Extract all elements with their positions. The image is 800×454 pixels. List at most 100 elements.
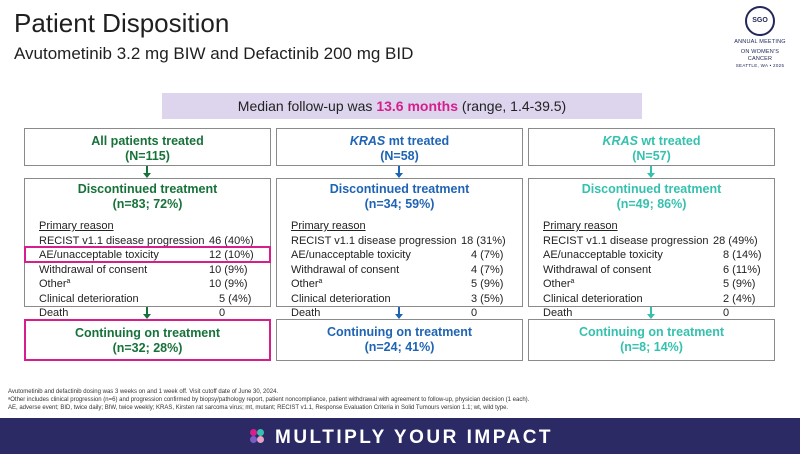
header-box: KRAS mt treated (N=58)	[276, 128, 523, 166]
header-box: All patients treated (N=115)	[24, 128, 271, 166]
followup-highlight: 13.6 months	[376, 98, 459, 114]
reason-row: RECIST v1.1 disease progression 18 (31%)	[291, 234, 516, 249]
reason-label: Clinical deterioration	[291, 292, 391, 305]
followup-banner: Median follow-up was 13.6 months (range,…	[162, 93, 642, 119]
reason-label: Other	[39, 278, 67, 290]
reason-label: Clinical deterioration	[543, 292, 643, 305]
reason-label: Withdrawal of consent	[39, 263, 148, 276]
reason-value: 0	[723, 307, 730, 319]
continuing-label: Continuing on treatment	[74, 326, 221, 340]
reason-label: RECIST v1.1 disease progression	[291, 234, 457, 247]
continuing-label: Continuing on treatment	[326, 325, 473, 339]
reason-value: 46 (40%)	[209, 234, 254, 247]
reason-row: AE/unacceptable toxicity 8 (14%)	[543, 248, 768, 263]
reason-row: Withdrawal of consent 6 (11%)	[543, 263, 768, 278]
reason-value: 18 (31%)	[461, 234, 506, 247]
column-n: (N=57)	[632, 149, 671, 163]
reason-row: AE/unacceptable toxicity 4 (7%)	[291, 248, 516, 263]
highlight-ae-row-frame	[24, 246, 271, 263]
logo-location: SEATTLE, WA • 2025	[735, 63, 785, 68]
reason-label: Withdrawal of consent	[291, 263, 400, 276]
reason-value: 4 (7%)	[471, 249, 504, 261]
reason-label: RECIST v1.1 disease progression	[39, 234, 205, 247]
column-kras-mt: KRAS mt treated (N=58) Discontinued trea…	[276, 128, 523, 361]
continuing-n: (n=8; 14%)	[620, 340, 683, 354]
reason-row: RECIST v1.1 disease progression 28 (49%)	[543, 234, 768, 249]
footnote-line: AE, adverse event; BID, twice daily; BIW…	[8, 405, 509, 411]
discontinued-label: Discontinued treatment	[77, 182, 218, 196]
column-n: (N=115)	[125, 149, 170, 163]
reason-value: 5 (9%)	[471, 278, 504, 290]
reason-value: 12 (10%)	[209, 249, 254, 261]
down-arrow-icon	[276, 166, 523, 178]
footnote-marker: a	[570, 278, 575, 285]
reason-label: AE/unacceptable toxicity	[39, 249, 159, 261]
reason-row: AE/unacceptable toxicity 12 (10%)	[39, 248, 264, 263]
reason-value: 28 (49%)	[713, 234, 758, 247]
discontinued-box: Discontinued treatment (n=49; 86%) Prima…	[528, 178, 775, 319]
reason-label: Death	[543, 307, 573, 319]
primary-reason-label: Primary reason	[543, 220, 618, 232]
discontinued-n: (n=34; 59%)	[364, 197, 435, 211]
reason-row: Death 0	[543, 306, 768, 321]
reason-value: 10 (9%)	[209, 263, 248, 276]
reason-label: AE/unacceptable toxicity	[543, 249, 663, 261]
sgo-logo: SGO ANNUAL MEETING ON WOMEN'S CANCER SEA…	[728, 6, 792, 68]
reason-label: Death	[39, 307, 69, 319]
reason-value: 5 (4%)	[219, 292, 252, 305]
reason-value: 2 (4%)	[723, 292, 756, 305]
continuing-label: Continuing on treatment	[578, 325, 725, 339]
continuing-box: Continuing on treatment (n=8; 14%)	[528, 319, 775, 361]
footer-banner: MULTIPLY YOUR IMPACT	[0, 418, 800, 454]
continuing-box: Continuing on treatment (n=32; 28%)	[24, 319, 271, 361]
discontinued-label: Discontinued treatment	[329, 182, 470, 196]
reason-row: Withdrawal of consent 10 (9%)	[39, 263, 264, 278]
reason-row: Othera 10 (9%)	[39, 277, 264, 292]
reason-label: Death	[291, 307, 321, 319]
reason-value: 0	[471, 307, 478, 319]
reason-label: Clinical deterioration	[39, 292, 139, 305]
discontinued-n: (n=49; 86%)	[616, 197, 687, 211]
discontinued-box: Discontinued treatment (n=34; 59%) Prima…	[276, 178, 523, 319]
followup-suffix: (range, 1.4-39.5)	[458, 98, 567, 114]
logo-line1: ANNUAL MEETING	[734, 39, 786, 45]
reason-row: Clinical deterioration 3 (5%)	[291, 292, 516, 307]
reason-row: Othera 5 (9%)	[291, 277, 516, 292]
page-subtitle: Avutometinib 3.2 mg BIW and Defactinib 2…	[14, 44, 414, 63]
column-title-prefix: KRAS	[349, 134, 386, 148]
down-arrow-icon	[276, 307, 523, 319]
down-arrow-icon	[24, 166, 271, 178]
primary-reason-label: Primary reason	[39, 220, 114, 232]
continuing-n: (n=24; 41%)	[364, 340, 435, 354]
reason-value: 10 (9%)	[209, 278, 248, 290]
down-arrow-icon	[528, 166, 775, 178]
reason-value: 8 (14%)	[723, 249, 762, 261]
column-title: All patients treated	[91, 134, 204, 148]
reason-label: Withdrawal of consent	[543, 263, 652, 276]
discontinued-box: Discontinued treatment (n=83; 72%) Prima…	[24, 178, 271, 319]
followup-prefix: Median follow-up was	[237, 98, 377, 114]
footnotes: Avutometinib and defactinib dosing was 3…	[8, 388, 529, 412]
reason-row: Clinical deterioration 2 (4%)	[543, 292, 768, 307]
down-arrow-icon	[24, 307, 271, 319]
column-kras-wt: KRAS wt treated (N=57) Discontinued trea…	[528, 128, 775, 361]
footnote-line: ᵃOther includes clinical progression (n=…	[8, 397, 530, 403]
footnote-marker: a	[318, 278, 323, 285]
column-title: mt treated	[388, 134, 450, 148]
reason-row: Withdrawal of consent 4 (7%)	[291, 263, 516, 278]
continuing-n: (n=32; 28%)	[112, 341, 183, 355]
flower-logo-icon	[250, 429, 264, 443]
column-title: wt treated	[641, 134, 701, 148]
discontinued-n: (n=83; 72%)	[112, 197, 183, 211]
sgo-logo-mark-text: SGO	[752, 17, 768, 24]
reason-value: 0	[219, 307, 226, 319]
reasons-list: Primary reason RECIST v1.1 disease progr…	[543, 219, 768, 321]
column-title-prefix: KRAS	[602, 134, 638, 148]
footnote-line: Avutometinib and defactinib dosing was 3…	[8, 389, 279, 395]
header-box: KRAS wt treated (N=57)	[528, 128, 775, 166]
reason-label: RECIST v1.1 disease progression	[543, 234, 709, 247]
primary-reason-label: Primary reason	[291, 220, 366, 232]
reason-value: 3 (5%)	[471, 292, 504, 305]
reason-value: 5 (9%)	[723, 278, 756, 290]
discontinued-label: Discontinued treatment	[581, 182, 722, 196]
